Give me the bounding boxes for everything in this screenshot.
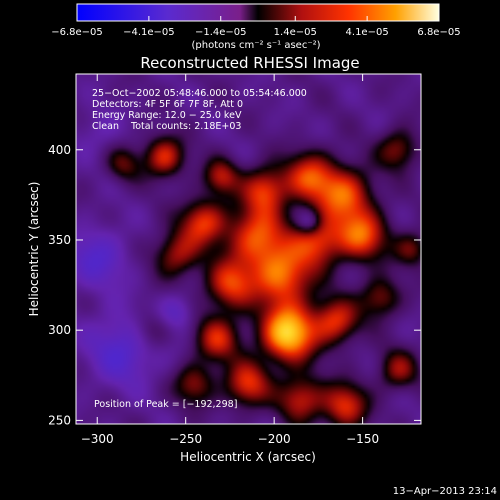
colorbar-tick-label: 6.8e−05	[417, 27, 460, 38]
chart-title: Reconstructed RHESSI Image	[140, 54, 359, 72]
y-tick-label: 400	[48, 143, 71, 157]
colorbar-tick-label: −1.4e−05	[195, 27, 247, 38]
annotation-detectors: Detectors: 4F 5F 6F 7F 8F, Att 0	[92, 99, 243, 110]
x-tick-label: −200	[258, 432, 291, 446]
plot-frame	[75, 73, 422, 425]
y-tick-label: 350	[48, 233, 71, 247]
x-tick-label: −300	[81, 432, 114, 446]
colorbar-tick-label: −6.8e−05	[51, 27, 103, 38]
x-axis-ticks: −300 −250 −200 −150	[81, 74, 379, 446]
colorbar-tick-label: 1.4e−05	[274, 27, 317, 38]
colorbar-unit-label: (photons cm⁻² s⁻¹ asec⁻²)	[191, 40, 320, 51]
timestamp: 13−Apr−2013 23:14	[393, 486, 497, 497]
y-axis-ticks: 250 300 350 400	[48, 143, 421, 427]
colorbar-ticks: −6.8e−05 −4.1e−05 −1.4e−05 1.4e−05 4.1e−05 6.…	[51, 16, 461, 38]
x-tick-label: −150	[346, 432, 379, 446]
colorbar	[76, 3, 440, 22]
x-axis-label: Heliocentric X (arcsec)	[180, 450, 316, 464]
y-axis-label: Heliocentric Y (arcsec)	[27, 182, 41, 317]
annotation-time-range: 25−Oct−2002 05:48:46.000 to 05:54:46.000	[92, 88, 307, 99]
y-tick-label: 250	[48, 413, 71, 427]
colorbar-tick-label: 4.1e−05	[346, 27, 389, 38]
colorbar-tick-label: −4.1e−05	[123, 27, 175, 38]
annotation-clean-counts: Clean Total counts: 2.18E+03	[92, 121, 241, 132]
annotation-peak-position: Position of Peak = [−192,298]	[94, 399, 237, 410]
annotation-energy-range: Energy Range: 12.0 − 25.0 keV	[92, 110, 242, 121]
y-tick-label: 300	[48, 323, 71, 337]
heatmap-image	[76, 74, 421, 424]
x-tick-label: −250	[169, 432, 202, 446]
